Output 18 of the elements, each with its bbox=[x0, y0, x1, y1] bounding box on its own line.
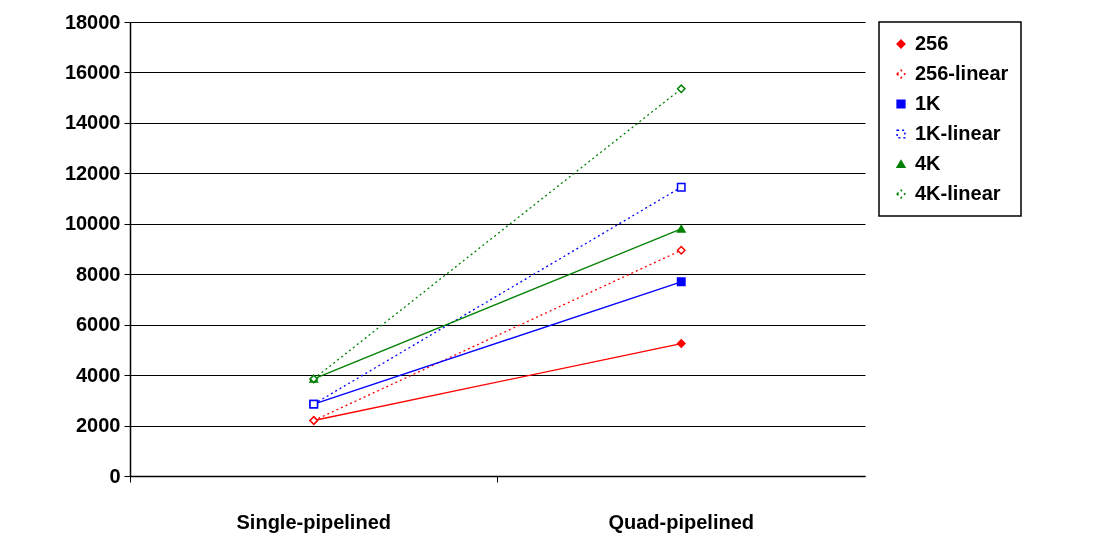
y-tick-label: 10000 bbox=[64, 212, 121, 235]
y-tick-label: 18000 bbox=[64, 10, 121, 33]
legend-label: 4K-linear bbox=[915, 182, 1001, 204]
y-tick-label: 4000 bbox=[76, 363, 121, 386]
y-tick-label: 16000 bbox=[64, 60, 121, 83]
y-tick-label: 6000 bbox=[76, 313, 121, 336]
x-tick-label: Single-pipelined bbox=[236, 510, 391, 533]
y-tick-label: 2000 bbox=[76, 414, 121, 437]
y-tick-label: 12000 bbox=[64, 161, 121, 184]
y-tick-label: 8000 bbox=[76, 262, 121, 285]
y-tick-label: 14000 bbox=[64, 111, 121, 134]
legend-label: 4K bbox=[915, 152, 942, 174]
legend-label: 256-linear bbox=[915, 62, 1009, 84]
y-tick-label: 0 bbox=[109, 464, 121, 487]
legend-label: 1K-linear bbox=[915, 122, 1001, 144]
x-tick-label: Quad-pipelined bbox=[608, 510, 755, 533]
legend-label: 1K bbox=[915, 92, 942, 114]
legend-label: 256 bbox=[915, 32, 949, 54]
